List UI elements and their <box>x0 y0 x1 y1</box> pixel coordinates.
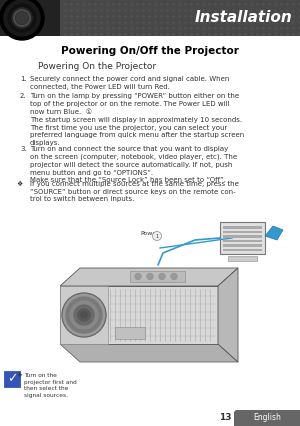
Text: Securely connect the power cord and signal cable. When
connected, the Power LED : Securely connect the power cord and sign… <box>30 76 230 90</box>
Text: English: English <box>253 414 281 423</box>
Bar <box>228 256 257 261</box>
Circle shape <box>147 273 153 279</box>
Circle shape <box>152 231 161 241</box>
Polygon shape <box>60 286 218 344</box>
Bar <box>60 286 108 344</box>
Text: 3.: 3. <box>20 146 27 152</box>
Text: Installation: Installation <box>194 11 292 26</box>
Text: Turn on the
projector first and
then select the
signal sources.: Turn on the projector first and then sel… <box>24 373 77 398</box>
Text: If you connect multiple sources at the same time, press the
“SOURCE” button or d: If you connect multiple sources at the s… <box>30 181 239 202</box>
Circle shape <box>8 4 36 32</box>
Circle shape <box>135 273 141 279</box>
Bar <box>223 235 262 238</box>
Circle shape <box>0 0 44 40</box>
Circle shape <box>70 301 98 329</box>
Circle shape <box>81 312 87 318</box>
Text: Power: Power <box>140 231 159 236</box>
Text: Turn on and connect the source that you want to display
on the screen (computer,: Turn on and connect the source that you … <box>30 146 237 184</box>
Bar <box>223 226 262 228</box>
Text: ❖: ❖ <box>16 181 22 187</box>
Polygon shape <box>234 410 300 426</box>
Text: Turn on the lamp by pressing “POWER” button either on the
top of the projector o: Turn on the lamp by pressing “POWER” but… <box>30 93 239 115</box>
Bar <box>223 230 262 233</box>
Circle shape <box>4 0 40 36</box>
Bar <box>220 222 265 254</box>
Bar <box>115 327 145 339</box>
Bar <box>130 271 185 282</box>
Text: 2.: 2. <box>20 93 27 99</box>
Bar <box>0 0 300 36</box>
Text: 1.: 1. <box>20 76 27 82</box>
Polygon shape <box>265 226 283 240</box>
Text: ❖: ❖ <box>16 373 22 378</box>
Text: Powering On/Off the Projector: Powering On/Off the Projector <box>61 46 239 56</box>
Circle shape <box>66 297 102 333</box>
Bar <box>223 244 262 247</box>
Bar <box>60 0 300 36</box>
Circle shape <box>16 12 28 24</box>
Polygon shape <box>60 268 238 286</box>
Text: Powering On the Projector: Powering On the Projector <box>38 62 156 71</box>
Circle shape <box>62 293 106 337</box>
Circle shape <box>159 273 165 279</box>
Circle shape <box>78 309 90 321</box>
Polygon shape <box>60 344 238 362</box>
Bar <box>223 239 262 242</box>
Bar <box>4 371 20 387</box>
Circle shape <box>171 273 177 279</box>
Text: The startup screen will display in approximately 10 seconds.
The first time you : The startup screen will display in appro… <box>30 117 244 146</box>
Text: 1: 1 <box>155 233 159 239</box>
Circle shape <box>74 305 94 325</box>
Circle shape <box>12 8 32 28</box>
Polygon shape <box>218 268 238 362</box>
Text: ✓: ✓ <box>7 372 17 386</box>
Text: 13: 13 <box>220 414 232 423</box>
Bar <box>223 248 262 251</box>
